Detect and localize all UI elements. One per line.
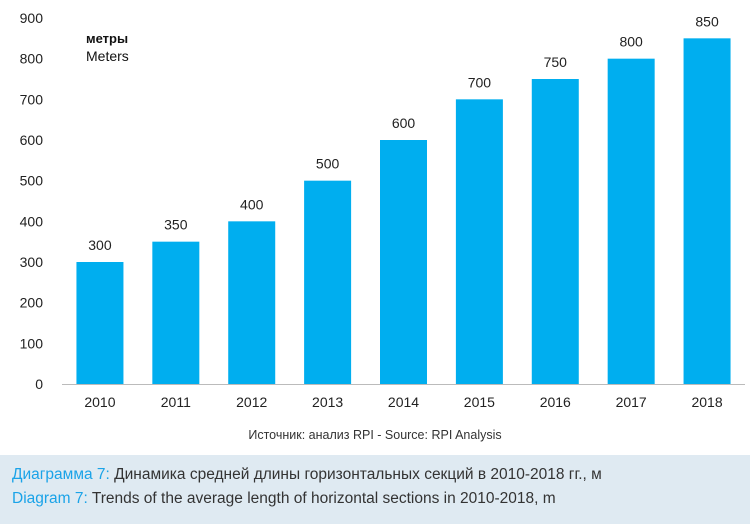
x-tick-label: 2018 [691,394,722,410]
bar [683,38,731,384]
unit-label-en: Meters [86,48,129,64]
y-tick-label: 0 [35,376,43,392]
x-axis-ticks: 2010 2011 2012 2013 2014 2015 2016 2017 2018 [84,394,722,410]
value-labels: 300 350 400 500 600 700 750 800 850 [88,13,719,253]
y-tick-label: 500 [20,173,44,189]
caption-en-text: Trends of the average length of horizont… [87,490,556,507]
y-tick-label: 900 [20,10,44,26]
caption-ru-text: Динамика средней длины горизонтальных се… [109,466,602,483]
y-tick-label: 600 [20,132,44,148]
data-label: 350 [164,217,188,233]
source-note: Источник: анализ RPI - Source: RPI Analy… [248,428,502,442]
bar [607,58,655,385]
x-tick-label: 2011 [161,394,191,410]
bar-chart: 0 100 200 300 400 500 600 700 800 900 300 350 400 50… [20,10,745,410]
bar [455,99,503,384]
data-label: 750 [544,54,568,70]
x-tick-label: 2012 [236,394,267,410]
x-tick-label: 2017 [616,394,647,410]
bar [531,79,579,384]
y-tick-label: 200 [20,295,44,311]
data-label: 700 [468,74,492,90]
bar [76,262,124,384]
caption-en-label: Diagram 7: [12,490,88,507]
unit-label-ru: метры [86,31,129,46]
caption-ru-label: Диаграмма 7: [12,466,110,483]
data-label: 300 [88,237,112,253]
x-tick-label: 2016 [540,394,571,410]
y-tick-label: 800 [20,51,44,67]
caption-box: Диаграмма 7: Динамика средней длины гори… [0,455,750,524]
caption-en: Diagram 7: Trends of the average length … [12,490,556,508]
x-tick-label: 2010 [84,394,115,410]
x-tick-label: 2013 [312,394,343,410]
x-tick-label: 2014 [388,394,419,410]
x-tick-label: 2015 [464,394,495,410]
y-axis-ticks: 0 100 200 300 400 500 600 700 800 900 [20,10,44,392]
bar [152,241,200,384]
y-tick-label: 400 [20,213,44,229]
data-label: 400 [240,196,264,212]
bar [304,180,352,384]
bar [228,221,276,384]
data-label: 500 [316,156,340,172]
data-label: 800 [619,34,643,50]
data-label: 850 [695,13,719,29]
caption-ru: Диаграмма 7: Динамика средней длины гори… [12,466,602,484]
bar [380,140,427,384]
y-tick-label: 300 [20,254,44,270]
bars [76,38,731,385]
y-tick-label: 100 [20,335,44,351]
y-tick-label: 700 [20,91,44,107]
data-label: 600 [392,115,416,131]
